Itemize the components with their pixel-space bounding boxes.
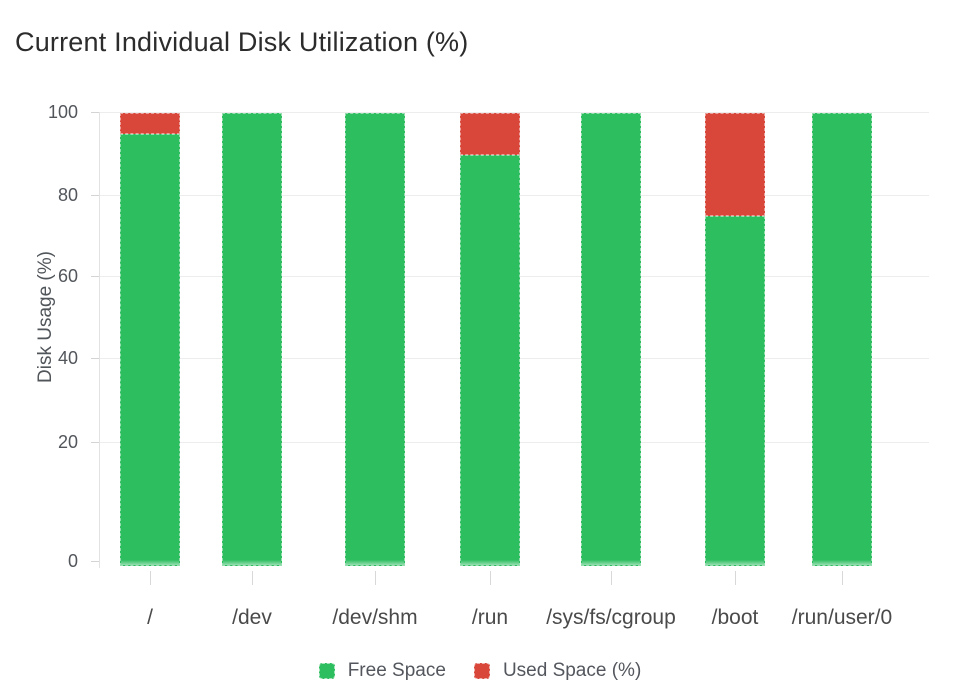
- bar-segment-free-/run[interactable]: [460, 154, 520, 566]
- x-tick-mark: [490, 571, 491, 585]
- y-tick-mark-100: [91, 112, 99, 113]
- y-tick-mark-60: [91, 276, 99, 277]
- x-tick-mark: [252, 571, 253, 585]
- bar-segment-used-/run[interactable]: [460, 113, 520, 155]
- y-tick-mark-40: [91, 358, 99, 359]
- y-tick-mark-0: [91, 561, 99, 562]
- legend-label-used-space: Used Space (%): [502, 660, 642, 681]
- y-tick-label-20: 20: [57, 432, 78, 452]
- bar-segment-free-/[interactable]: [120, 133, 180, 566]
- x-category-label: /run: [471, 606, 509, 629]
- x-tick-mark: [611, 571, 612, 585]
- y-tick-label-100: 100: [47, 102, 78, 122]
- bar-segment-used-/[interactable]: [120, 113, 180, 134]
- chart-title: Current Individual Disk Utilization (%): [15, 27, 469, 57]
- x-category-label: /boot: [711, 606, 759, 629]
- y-tick-mark-20: [91, 442, 99, 443]
- y-tick-mark-80: [91, 195, 99, 196]
- x-category-label: /sys/fs/cgroup: [546, 606, 676, 629]
- bar-segment-free-/dev/shm[interactable]: [345, 113, 405, 566]
- bar-segment-free-/sys/fs/cgroup[interactable]: [581, 113, 641, 566]
- bar-segment-free-/dev[interactable]: [222, 113, 282, 566]
- x-category-label: /run/user/0: [791, 606, 893, 629]
- y-tick-label-0: 0: [67, 551, 78, 571]
- x-tick-mark: [735, 571, 736, 585]
- bar-segment-used-/boot[interactable]: [705, 113, 765, 217]
- x-tick-mark: [150, 571, 151, 585]
- free-space-swatch-icon: [318, 663, 335, 679]
- y-tick-label-60: 60: [57, 266, 78, 286]
- legend-item-used-space[interactable]: Used Space (%): [473, 660, 642, 682]
- y-tick-label-80: 80: [57, 185, 78, 205]
- x-tick-mark: [375, 571, 376, 585]
- x-category-label: /dev/shm: [332, 606, 418, 629]
- x-tick-mark: [842, 571, 843, 585]
- gridline-100: [99, 112, 929, 113]
- legend-label-free-space: Free Space: [347, 660, 446, 681]
- y-tick-label-40: 40: [57, 348, 78, 368]
- y-axis-line: [99, 112, 100, 568]
- legend-item-free-space[interactable]: Free Space: [318, 660, 446, 682]
- legend: Free Space Used Space (%): [0, 654, 960, 688]
- bar-segment-free-/boot[interactable]: [705, 216, 765, 566]
- x-category-label: /dev: [232, 606, 272, 629]
- x-category-label: /: [147, 606, 153, 629]
- bar-segment-free-/run/user/0[interactable]: [812, 113, 872, 566]
- used-space-swatch-icon: [473, 663, 490, 679]
